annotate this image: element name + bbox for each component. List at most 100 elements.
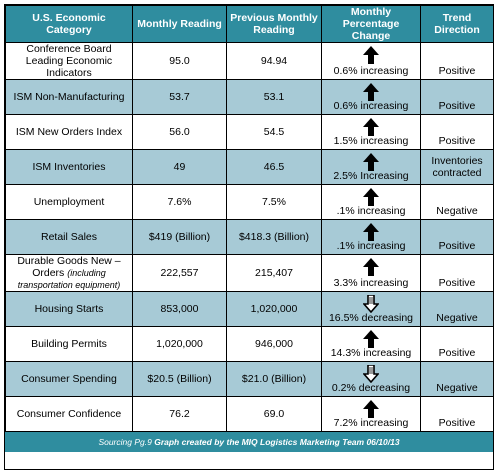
arrow-up-icon <box>363 83 379 101</box>
monthly-reading-cell: 76.2 <box>132 396 227 432</box>
trend-direction-cell: Positive <box>420 254 494 292</box>
category-label: Durable Goods New – Orders <box>17 255 121 280</box>
header-row: U.S. Economic Category Monthly Reading P… <box>5 5 494 43</box>
trend-direction-cell: Positive <box>420 114 494 150</box>
percentage-change-cell: 14.3% increasing <box>321 326 421 362</box>
previous-reading-cell: 1,020,000 <box>226 291 322 327</box>
economic-indicators-table: U.S. Economic Category Monthly Reading P… <box>5 5 494 432</box>
category-cell: Retail Sales <box>5 219 133 255</box>
category-cell: ISM Non-Manufacturing <box>5 79 133 115</box>
arrow-up-icon <box>363 118 379 136</box>
trend-direction-cell: Negative <box>420 291 494 327</box>
percentage-change-text: 0.6% increasing <box>333 65 409 77</box>
category-cell: Housing Starts <box>5 291 133 327</box>
trend-direction-cell: Negative <box>420 184 494 220</box>
category-cell: Conference Board Leading Economic Indica… <box>5 42 133 80</box>
category-cell: Consumer Confidence <box>5 396 133 432</box>
table-row: Consumer Spending $20.5 (Billion) $21.0 (B… <box>5 361 494 397</box>
previous-reading-cell: 946,000 <box>226 326 322 362</box>
previous-reading-cell: $418.3 (Billion) <box>226 219 322 255</box>
category-label: Housing Starts <box>34 303 104 315</box>
trend-direction-cell: Negative <box>420 361 494 397</box>
percentage-change-cell: .1% increasing <box>321 219 421 255</box>
previous-reading-cell: 54.5 <box>226 114 322 150</box>
arrow-up-icon <box>363 188 379 206</box>
previous-reading-cell: $21.0 (Billion) <box>226 361 322 397</box>
monthly-reading-cell: $419 (Billion) <box>132 219 227 255</box>
header-percentage-change: Monthly Percentage Change <box>321 5 421 43</box>
arrow-up-icon <box>363 258 379 276</box>
category-cell: Unemployment <box>5 184 133 220</box>
table-row: ISM Non-Manufacturing 53.7 53.1 0.6% increa… <box>5 79 494 115</box>
percentage-change-cell: 2.5% Increasing <box>321 149 421 185</box>
table-row: Retail Sales $419 (Billion) $418.3 (Billio… <box>5 219 494 255</box>
trend-direction-cell: Positive <box>420 396 494 432</box>
percentage-change-cell: 7.2% increasing <box>321 396 421 432</box>
monthly-reading-cell: 7.6% <box>132 184 227 220</box>
percentage-change-cell: .1% increasing <box>321 184 421 220</box>
footer-source: Sourcing Pg.9 <box>98 437 152 447</box>
percentage-change-text: 2.5% Increasing <box>333 170 409 182</box>
percentage-change-text: .1% increasing <box>336 240 406 252</box>
trend-direction-cell: Positive <box>420 219 494 255</box>
percentage-change-text: 0.6% increasing <box>333 100 409 112</box>
category-cell: Durable Goods New – Orders (including tr… <box>5 254 133 292</box>
header-previous-reading: Previous Monthly Reading <box>226 5 322 43</box>
monthly-reading-cell: 56.0 <box>132 114 227 150</box>
trend-direction-cell: Positive <box>420 326 494 362</box>
percentage-change-cell: 0.6% increasing <box>321 79 421 115</box>
category-cell: Consumer Spending <box>5 361 133 397</box>
table-row: Building Permits 1,020,000 946,000 14.3% in… <box>5 326 494 362</box>
table-row: Durable Goods New – Orders (including tr… <box>5 254 494 292</box>
previous-reading-cell: 7.5% <box>226 184 322 220</box>
percentage-change-cell: 16.5% decreasing <box>321 291 421 327</box>
previous-reading-cell: 215,407 <box>226 254 322 292</box>
table-body: Conference Board Leading Economic Indica… <box>5 42 494 432</box>
arrow-down-icon <box>362 294 380 314</box>
category-label: Unemployment <box>33 196 105 208</box>
trend-direction-cell: Positive <box>420 79 494 115</box>
monthly-reading-cell: 49 <box>132 149 227 185</box>
table-row: Conference Board Leading Economic Indica… <box>5 42 494 80</box>
percentage-change-text: 3.3% increasing <box>333 277 409 289</box>
trend-direction-cell: Positive <box>420 42 494 80</box>
category-label: Retail Sales <box>40 231 98 243</box>
percentage-change-cell: 0.2% decreasing <box>321 361 421 397</box>
header-trend-direction: Trend Direction <box>420 5 494 43</box>
arrow-up-icon <box>363 330 379 348</box>
category-label: Building Permits <box>31 338 107 350</box>
category-note: (including transportation equipment) <box>17 268 121 290</box>
footer-credit-text: Graph created by the MIQ Logistics Marke… <box>154 437 400 447</box>
monthly-reading-cell: 95.0 <box>132 42 227 80</box>
table-row: ISM New Orders Index 56.0 54.5 1.5% increas… <box>5 114 494 150</box>
category-label: Consumer Spending <box>21 373 117 385</box>
percentage-change-text: 0.2% decreasing <box>331 382 411 394</box>
table-row: ISM Inventories 49 46.5 2.5% Increasing Inve… <box>5 149 494 185</box>
category-cell: ISM Inventories <box>5 149 133 185</box>
category-label: ISM Inventories <box>32 161 106 173</box>
footer-credit: Sourcing Pg.9 Graph created by the MIQ L… <box>5 432 493 452</box>
percentage-change-cell: 1.5% increasing <box>321 114 421 150</box>
arrow-up-icon <box>363 400 379 418</box>
economic-indicators-table-frame: U.S. Economic Category Monthly Reading P… <box>4 4 494 470</box>
category-cell: ISM New Orders Index <box>5 114 133 150</box>
arrow-down-icon <box>362 364 380 384</box>
category-cell: Building Permits <box>5 326 133 362</box>
percentage-change-text: 14.3% increasing <box>330 347 412 359</box>
table-row: Unemployment 7.6% 7.5% .1% increasing Negati… <box>5 184 494 220</box>
monthly-reading-cell: 53.7 <box>132 79 227 115</box>
table-row: Consumer Confidence 76.2 69.0 7.2% increasi… <box>5 396 494 432</box>
header-category: U.S. Economic Category <box>5 5 133 43</box>
category-label: Conference Board Leading Economic Indica… <box>25 43 113 79</box>
arrow-up-icon <box>363 46 379 64</box>
table-row: Housing Starts 853,000 1,020,000 16.5% decr… <box>5 291 494 327</box>
previous-reading-cell: 94.94 <box>226 42 322 80</box>
header-monthly-reading: Monthly Reading <box>132 5 227 43</box>
percentage-change-cell: 0.6% increasing <box>321 42 421 80</box>
arrow-up-icon <box>363 223 379 241</box>
percentage-change-text: 16.5% decreasing <box>328 312 414 324</box>
category-label: ISM Non-Manufacturing <box>13 91 125 103</box>
percentage-change-text: 1.5% increasing <box>333 135 409 147</box>
arrow-up-icon <box>363 153 379 171</box>
percentage-change-text: .1% increasing <box>336 205 406 217</box>
